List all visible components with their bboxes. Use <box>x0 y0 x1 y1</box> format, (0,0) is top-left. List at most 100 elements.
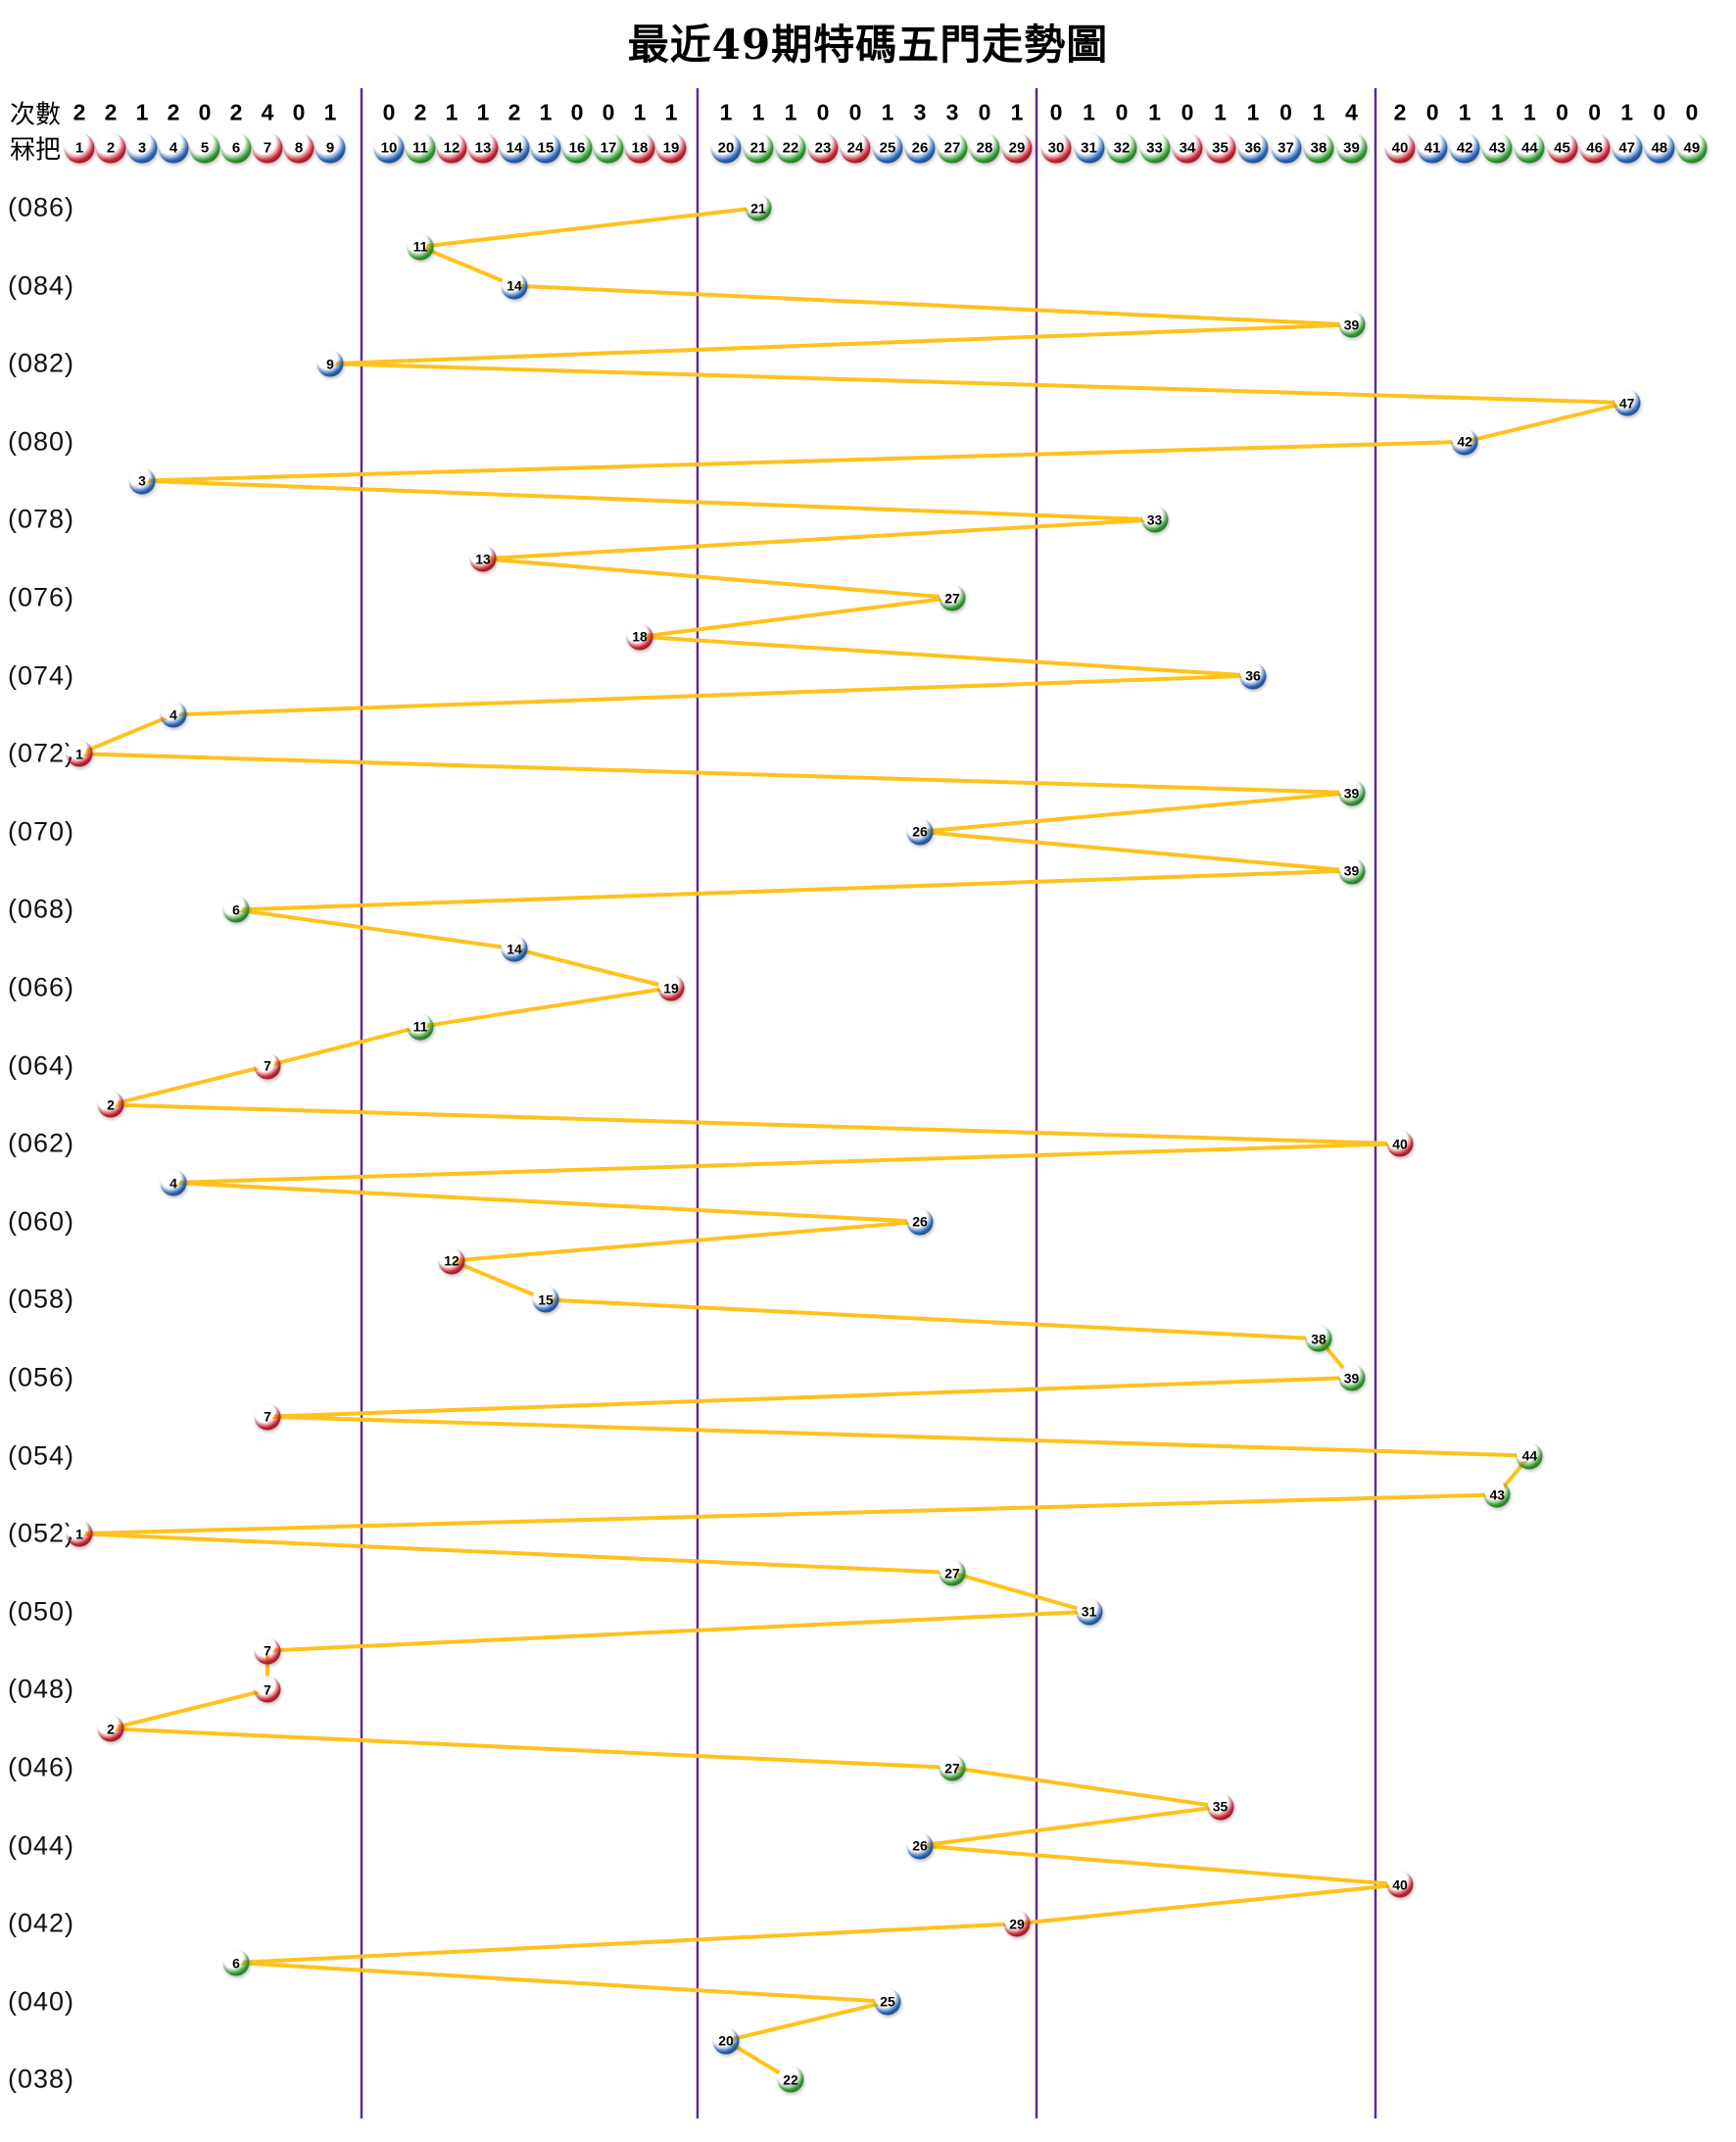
count-value-20: 1 <box>719 99 733 125</box>
header-ball-21: 21 <box>743 132 774 164</box>
count-value-11: 2 <box>413 99 427 125</box>
header-ball-22: 22 <box>775 132 806 164</box>
draw-ball-075-18: 18 <box>626 623 653 651</box>
count-value-7: 4 <box>261 99 274 125</box>
draw-ball-046-27: 27 <box>939 1754 966 1781</box>
count-value-16: 0 <box>570 99 584 125</box>
draw-ball-085-11: 11 <box>407 233 434 261</box>
header-ball-6: 6 <box>220 132 252 164</box>
count-value-37: 0 <box>1279 99 1292 125</box>
period-label-042: (042) <box>8 1908 75 1938</box>
count-value-13: 1 <box>476 99 490 125</box>
header-ball-11: 11 <box>405 132 436 164</box>
period-label-084: (084) <box>8 270 75 301</box>
draw-ball-057-38: 38 <box>1305 1325 1332 1352</box>
header-ball-30: 30 <box>1040 132 1072 164</box>
header-ball-47: 47 <box>1612 132 1643 164</box>
draw-ball-070-26: 26 <box>906 818 934 846</box>
count-value-41: 0 <box>1425 99 1439 125</box>
count-value-17: 0 <box>602 99 615 125</box>
draw-ball-041-6: 6 <box>222 1949 250 1976</box>
draw-ball-045-35: 35 <box>1207 1793 1233 1821</box>
count-value-29: 1 <box>1010 99 1024 125</box>
header-ball-43: 43 <box>1481 132 1513 164</box>
count-value-46: 0 <box>1588 99 1601 125</box>
count-value-42: 1 <box>1458 99 1471 125</box>
count-value-26: 3 <box>913 99 927 125</box>
draw-ball-051-27: 27 <box>939 1559 966 1586</box>
period-label-086: (086) <box>8 192 75 222</box>
draw-ball-069-39: 39 <box>1338 857 1365 885</box>
count-value-10: 0 <box>382 99 396 125</box>
period-label-046: (046) <box>8 1752 75 1782</box>
count-value-43: 1 <box>1490 99 1504 125</box>
draw-ball-080-42: 42 <box>1451 428 1478 456</box>
header-ball-3: 3 <box>126 132 158 164</box>
header-ball-29: 29 <box>1001 132 1033 164</box>
count-value-33: 1 <box>1148 99 1161 125</box>
header-ball-4: 4 <box>158 132 189 164</box>
header-ball-20: 20 <box>710 132 742 164</box>
count-value-24: 0 <box>848 99 862 125</box>
count-value-25: 1 <box>881 99 894 125</box>
counts-row-label: 次數 <box>10 99 62 129</box>
count-value-6: 2 <box>229 99 243 125</box>
header-ball-33: 33 <box>1139 132 1170 164</box>
count-value-22: 1 <box>784 99 797 125</box>
count-value-21: 1 <box>751 99 765 125</box>
draw-ball-042-29: 29 <box>1003 1910 1031 1937</box>
period-label-082: (082) <box>8 348 75 378</box>
count-value-48: 0 <box>1653 99 1666 125</box>
draw-ball-066-19: 19 <box>657 974 685 1001</box>
period-label-066: (066) <box>8 972 75 1002</box>
count-value-49: 0 <box>1685 99 1699 125</box>
header-ball-2: 2 <box>95 132 126 164</box>
header-ball-45: 45 <box>1547 132 1577 164</box>
header-ball-24: 24 <box>840 132 871 164</box>
period-label-058: (058) <box>8 1284 75 1314</box>
period-label-044: (044) <box>8 1830 75 1861</box>
draw-ball-044-26: 26 <box>906 1832 934 1860</box>
draw-ball-060-26: 26 <box>906 1208 934 1236</box>
header-ball-34: 34 <box>1172 132 1203 164</box>
header-ball-8: 8 <box>283 132 314 164</box>
header-ball-15: 15 <box>530 132 561 164</box>
count-value-39: 4 <box>1345 99 1358 125</box>
draw-ball-077-13: 13 <box>469 545 497 572</box>
count-value-40: 2 <box>1393 99 1407 125</box>
count-value-5: 0 <box>198 99 212 125</box>
header-ball-19: 19 <box>655 132 687 164</box>
count-value-38: 1 <box>1312 99 1326 125</box>
period-label-074: (074) <box>8 660 75 691</box>
draw-ball-039-20: 20 <box>712 2027 740 2055</box>
count-value-12: 1 <box>445 99 458 125</box>
count-value-32: 0 <box>1115 99 1129 125</box>
header-ball-23: 23 <box>807 132 839 164</box>
header-ball-10: 10 <box>373 132 405 164</box>
draw-ball-074-36: 36 <box>1239 662 1267 690</box>
draw-ball-086-21: 21 <box>745 194 772 221</box>
page-title: 最近49期特碼五門走勢圖 <box>627 21 1109 69</box>
draw-ball-073-4: 4 <box>160 701 187 728</box>
count-value-3: 1 <box>135 99 149 125</box>
period-label-040: (040) <box>8 1986 75 2017</box>
count-value-15: 1 <box>539 99 553 125</box>
header-ball-49: 49 <box>1676 132 1708 164</box>
draw-ball-067-14: 14 <box>501 935 528 962</box>
header-ball-48: 48 <box>1644 132 1675 164</box>
count-value-2: 2 <box>104 99 118 125</box>
draw-ball-061-4: 4 <box>160 1169 187 1196</box>
header-ball-28: 28 <box>969 132 1000 164</box>
header-ball-36: 36 <box>1237 132 1269 164</box>
draw-ball-076-27: 27 <box>939 584 966 611</box>
draw-ball-065-11: 11 <box>407 1013 434 1041</box>
header-ball-35: 35 <box>1205 132 1235 164</box>
period-label-050: (050) <box>8 1596 75 1627</box>
period-label-070: (070) <box>8 816 75 847</box>
draw-ball-062-40: 40 <box>1386 1130 1414 1157</box>
count-value-35: 1 <box>1214 99 1227 125</box>
count-value-45: 0 <box>1556 99 1568 125</box>
header-ball-26: 26 <box>904 132 936 164</box>
period-label-078: (078) <box>8 504 75 534</box>
